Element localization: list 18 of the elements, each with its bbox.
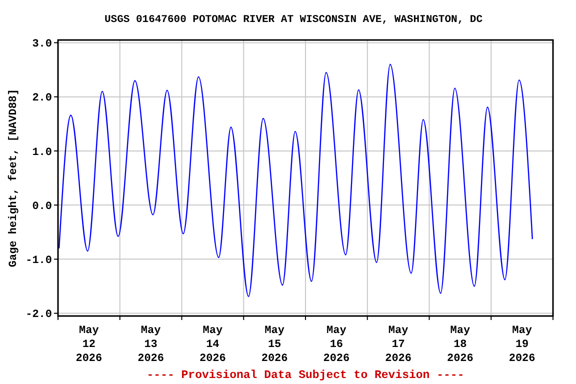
y-tick-label: -2.0 (26, 309, 52, 322)
x-tick-label: May 13 2026 (138, 325, 164, 365)
x-tick-label: May 18 2026 (446, 325, 474, 365)
line-series (58, 64, 533, 298)
chart-title: USGS 01647600 POTOMAC RIVER AT WISCONSIN AVE, WASHINGTON, DC (104, 14, 484, 26)
y-tick-label: 2.0 (32, 92, 52, 105)
x-tick-label: May 17 2026 (385, 325, 412, 365)
y-axis-title: Gage height, feet, [NAVD88] (7, 88, 20, 268)
x-tick-label: May 14 2026 (199, 325, 226, 365)
x-tick-label: May 12 2026 (76, 325, 102, 365)
x-tick-label: May 15 2026 (261, 325, 288, 365)
x-tick-label: May 19 2026 (508, 325, 536, 365)
y-tick-label: 0.0 (32, 200, 52, 213)
y-tick-label: 3.0 (32, 38, 52, 51)
x-tick-label: May 16 2026 (323, 325, 350, 365)
y-tick-label: 1.0 (32, 146, 52, 159)
y-tick-label: -1.0 (26, 255, 52, 268)
text: ---- Provisional Data Subject to Revision ---- (146, 369, 464, 382)
